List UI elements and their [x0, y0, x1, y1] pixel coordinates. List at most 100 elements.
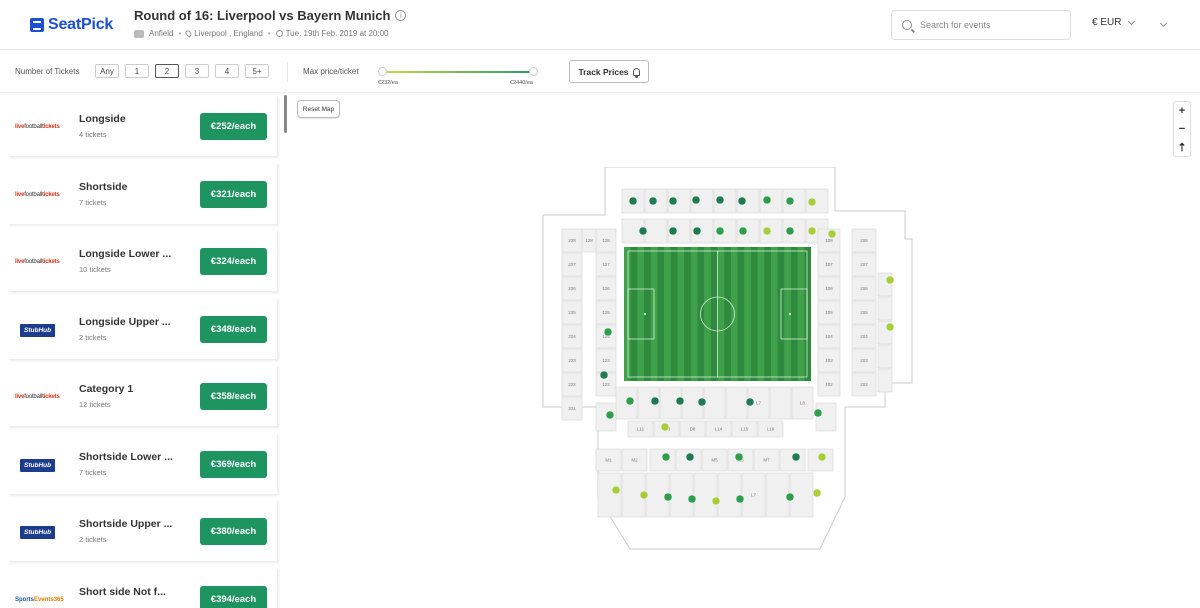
- availability-dot[interactable]: [817, 452, 827, 462]
- seat-section[interactable]: [690, 188, 714, 214]
- availability-dot[interactable]: [711, 496, 721, 506]
- seat-section[interactable]: [637, 386, 660, 420]
- seat-section[interactable]: [805, 188, 829, 214]
- price-slider-max-handle[interactable]: [529, 67, 538, 76]
- seat-section[interactable]: [817, 300, 841, 325]
- seat-section[interactable]: [595, 402, 617, 432]
- availability-dot[interactable]: [661, 452, 671, 462]
- seat-section[interactable]: [561, 372, 583, 397]
- seat-section[interactable]: [561, 276, 583, 301]
- availability-dot[interactable]: [785, 492, 795, 502]
- seat-section[interactable]: [851, 300, 877, 325]
- availability-dot[interactable]: [762, 226, 772, 236]
- availability-dot[interactable]: [611, 485, 621, 495]
- seat-section[interactable]: [690, 218, 714, 244]
- availability-dot[interactable]: [813, 408, 823, 418]
- seat-section[interactable]: [851, 252, 877, 277]
- seat-section[interactable]: [597, 472, 622, 518]
- listing-price-button[interactable]: €369/each: [200, 451, 267, 478]
- availability-dot[interactable]: [663, 492, 673, 502]
- listing-item[interactable]: StubHub Shortside Upper ... 2 tickets €3…: [9, 501, 278, 562]
- seatpick-logo[interactable]: SeatPick: [30, 14, 113, 36]
- seat-section[interactable]: [581, 228, 597, 253]
- seat-section[interactable]: [877, 296, 893, 321]
- seat-section[interactable]: [669, 472, 694, 518]
- listing-item[interactable]: StubHub Shortside Lower ... 7 tickets €3…: [9, 434, 278, 495]
- seat-section[interactable]: [561, 300, 583, 325]
- seat-section[interactable]: [851, 276, 877, 301]
- availability-dot[interactable]: [812, 488, 822, 498]
- seat-section[interactable]: [561, 396, 583, 421]
- seat-section[interactable]: [713, 218, 737, 244]
- seat-section[interactable]: [736, 218, 760, 244]
- availability-dot[interactable]: [715, 195, 725, 205]
- availability-dot[interactable]: [691, 195, 701, 205]
- ticket-option-3[interactable]: 3: [185, 64, 209, 78]
- listing-price-button[interactable]: €348/each: [200, 316, 267, 343]
- availability-dot[interactable]: [685, 452, 695, 462]
- listing-price-button[interactable]: €321/each: [200, 181, 267, 208]
- availability-dot[interactable]: [648, 196, 658, 206]
- price-slider-track[interactable]: [383, 71, 534, 73]
- stadium-map[interactable]: Reset Map + − ⇡ 228 227 226 225 224 223 222 221…: [290, 93, 1200, 608]
- zoom-out-button[interactable]: −: [1178, 123, 1186, 135]
- seat-section[interactable]: [701, 448, 728, 472]
- listing-price-button[interactable]: €252/each: [200, 113, 267, 140]
- availability-dot[interactable]: [791, 452, 801, 462]
- availability-dot[interactable]: [668, 226, 678, 236]
- availability-dot[interactable]: [807, 226, 817, 236]
- listing-item[interactable]: livefootballtickets Longside Lower ... 1…: [9, 231, 278, 292]
- seat-section[interactable]: [817, 324, 841, 349]
- seat-section[interactable]: [649, 448, 676, 472]
- availability-dot[interactable]: [675, 396, 685, 406]
- availability-dot[interactable]: [697, 397, 707, 407]
- seat-section[interactable]: [595, 448, 622, 472]
- seat-section[interactable]: [851, 348, 877, 373]
- seat-section[interactable]: [693, 472, 718, 518]
- seat-section[interactable]: [717, 472, 742, 518]
- seat-section[interactable]: [741, 472, 766, 518]
- currency-selector[interactable]: € EUR: [1092, 17, 1136, 28]
- availability-dot[interactable]: [599, 370, 609, 380]
- reset-map-button[interactable]: Reset Map: [297, 100, 340, 118]
- search-box[interactable]: [891, 10, 1071, 40]
- availability-dot[interactable]: [715, 226, 725, 236]
- ticket-option-2[interactable]: 2: [155, 64, 179, 78]
- seat-section[interactable]: [817, 372, 841, 397]
- seat-section[interactable]: [851, 324, 877, 349]
- availability-dot[interactable]: [785, 226, 795, 236]
- availability-dot[interactable]: [692, 226, 702, 236]
- availability-dot[interactable]: [639, 490, 649, 500]
- seat-section[interactable]: [679, 420, 706, 438]
- zoom-in-button[interactable]: +: [1178, 105, 1186, 117]
- availability-dot[interactable]: [738, 226, 748, 236]
- menu-chevron-down-icon[interactable]: [1159, 19, 1168, 28]
- seat-section[interactable]: [779, 448, 806, 472]
- availability-dot[interactable]: [745, 397, 755, 407]
- availability-dot[interactable]: [807, 197, 817, 207]
- ticket-option-1[interactable]: 1: [125, 64, 149, 78]
- listing-item[interactable]: StubHub Longside Upper ... 2 tickets €34…: [9, 299, 278, 360]
- seat-section[interactable]: [667, 218, 691, 244]
- search-input[interactable]: [920, 20, 1060, 30]
- availability-dot[interactable]: [885, 322, 895, 332]
- seat-section[interactable]: [595, 276, 617, 301]
- seat-section[interactable]: [791, 386, 814, 420]
- availability-dot[interactable]: [603, 327, 613, 337]
- seat-section[interactable]: [595, 252, 617, 277]
- seat-section[interactable]: [621, 448, 648, 472]
- price-slider-min-handle[interactable]: [378, 67, 387, 76]
- listing-item[interactable]: livefootballtickets Longside 4 tickets €…: [9, 96, 278, 157]
- availability-dot[interactable]: [737, 196, 747, 206]
- seat-section[interactable]: [769, 386, 792, 420]
- listing-scrollbar[interactable]: [284, 95, 287, 133]
- seat-section[interactable]: [877, 344, 893, 369]
- listing-item[interactable]: livefootballtickets Category 1 12 ticket…: [9, 366, 278, 427]
- seat-section[interactable]: [817, 276, 841, 301]
- availability-dot[interactable]: [762, 195, 772, 205]
- compass-reset-button[interactable]: ⇡: [1177, 141, 1187, 154]
- seat-section[interactable]: [851, 372, 877, 397]
- seat-section[interactable]: [561, 348, 583, 373]
- seat-section[interactable]: [851, 228, 877, 253]
- availability-dot[interactable]: [668, 196, 678, 206]
